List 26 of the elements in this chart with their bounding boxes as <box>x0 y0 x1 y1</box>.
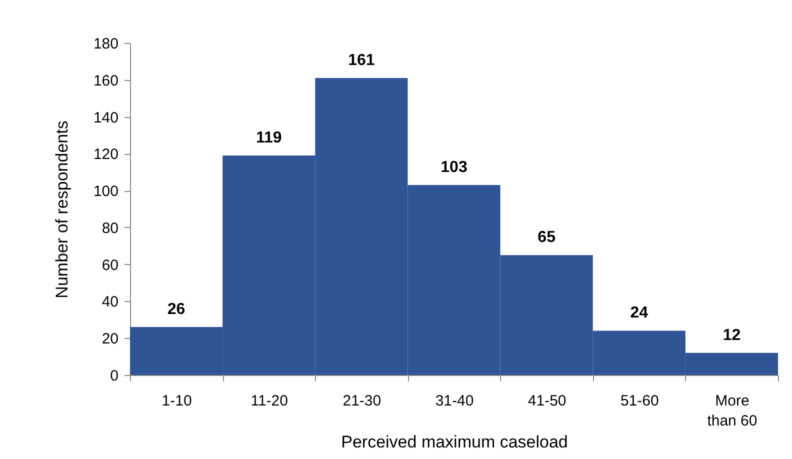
data-label: 103 <box>440 159 468 176</box>
x-tick-label: More than 60 <box>707 392 758 430</box>
x-tick-label: 11-20 <box>250 392 288 410</box>
x-tick-label: 51-60 <box>620 392 659 410</box>
y-tick-label: 100 <box>93 183 118 200</box>
x-tick-label: 41-50 <box>528 392 566 410</box>
y-tick-label: 80 <box>102 220 118 237</box>
y-tick-label: 120 <box>93 146 118 164</box>
data-label: 26 <box>167 301 186 318</box>
data-label: 12 <box>722 326 741 344</box>
y-tick-label: 160 <box>93 72 118 90</box>
y-tick-label: 60 <box>102 256 118 274</box>
y-axis-title: Number of respondents <box>52 120 72 298</box>
data-label: 119 <box>256 130 282 147</box>
x-tick-label: 1-10 <box>162 392 192 410</box>
y-tick-label: 140 <box>93 109 118 126</box>
x-tick-label: 31-40 <box>435 392 474 410</box>
y-tick-label: 180 <box>93 36 118 52</box>
data-label: 24 <box>630 304 648 322</box>
y-tick-label: 40 <box>102 294 118 311</box>
data-label: 65 <box>538 229 556 246</box>
x-axis-title: Perceived maximum caseload <box>341 432 568 452</box>
x-tick-label: 21-30 <box>342 392 382 410</box>
data-label: 161 <box>348 52 375 70</box>
y-tick-label: 20 <box>102 330 118 348</box>
y-tick-label: 0 <box>110 368 118 384</box>
